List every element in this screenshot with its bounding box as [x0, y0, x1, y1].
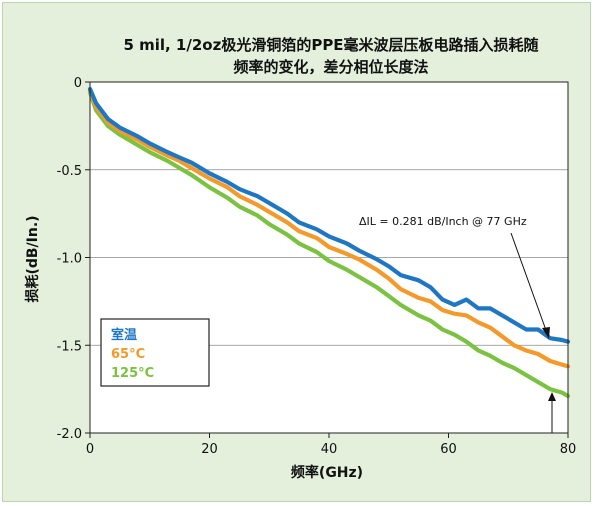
chart-title: 5 mil, 1/2oz极光滑铜箔的PPE毫米波层压板电路插入损耗随	[123, 36, 538, 54]
series-layer	[87, 86, 571, 399]
x-tick-label: 40	[321, 442, 338, 457]
x-tick-label: 60	[440, 442, 457, 457]
y-tick-label: -0.5	[57, 164, 82, 179]
annotation-arrowhead	[542, 327, 550, 339]
x-tick-label: 20	[201, 442, 218, 457]
insertion-loss-chart: 5 mil, 1/2oz极光滑铜箔的PPE毫米波层压板电路插入损耗随 频率的变化…	[24, 36, 577, 481]
series-line-2	[87, 90, 571, 399]
annotation-arrow-line	[510, 232, 548, 334]
chart-panel: 5 mil, 1/2oz极光滑铜箔的PPE毫米波层压板电路插入损耗随 频率的变化…	[2, 2, 591, 502]
chart-subtitle: 频率的变化，差分相位长度法	[233, 58, 428, 76]
series-line-1	[87, 88, 571, 369]
y-tick-label: -2.0	[57, 427, 82, 442]
annotation: ΔIL = 0.281 dB/Inch @ 77 GHz	[359, 215, 556, 433]
legend-entry-0: 室温	[111, 327, 137, 343]
y-tick-label: 0	[74, 76, 82, 91]
x-axis-label: 频率(GHz)	[291, 464, 363, 481]
legend-box	[100, 318, 210, 387]
annotation-text: ΔIL = 0.281 dB/Inch @ 77 GHz	[359, 215, 527, 228]
series-line-0	[87, 86, 571, 344]
bottom-arrowhead	[548, 392, 556, 401]
y-tick-label: -1.0	[57, 252, 82, 267]
x-tick-label: 0	[86, 442, 94, 457]
y-axis-label: 损耗(dB/In.)	[24, 215, 41, 302]
legend-entry-1: 65°C	[111, 347, 145, 362]
tick-labels: 0 -0.5 -1.0 -1.5 -2.0 0 20 40 60 80	[57, 76, 577, 457]
y-tick-label: -1.5	[57, 339, 82, 354]
legend: 室温 65°C 125°C	[100, 318, 210, 387]
x-tick-label: 80	[560, 442, 577, 457]
legend-entry-2: 125°C	[111, 366, 154, 381]
